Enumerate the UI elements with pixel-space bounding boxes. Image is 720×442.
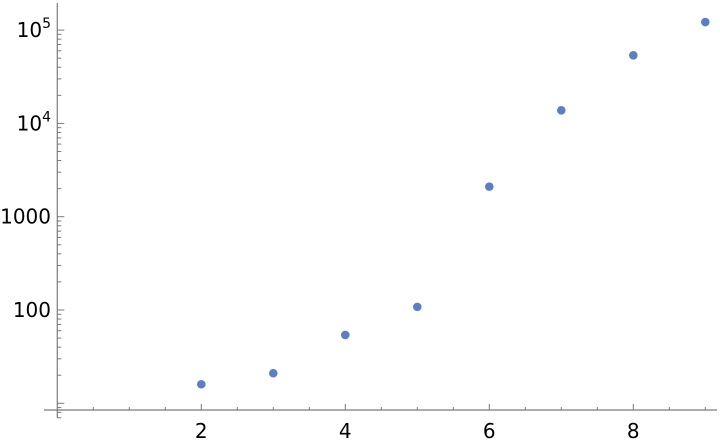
data-points xyxy=(197,17,710,389)
data-point xyxy=(485,182,494,191)
data-point xyxy=(341,330,350,340)
data-point xyxy=(557,106,566,115)
x-tick-label: 8 xyxy=(627,419,640,442)
y-tick-label: 1000 xyxy=(0,205,51,229)
data-point xyxy=(629,50,638,60)
axes xyxy=(44,3,717,418)
y-tick-label: 104 xyxy=(17,109,51,135)
data-point xyxy=(413,302,422,312)
y-tick-label: 105 xyxy=(17,16,51,42)
data-point xyxy=(269,368,278,378)
x-tick-label: 2 xyxy=(195,419,208,442)
y-tick-label: 100 xyxy=(13,298,51,322)
x-tick-label: 4 xyxy=(339,419,352,442)
data-point xyxy=(197,379,206,389)
y-axis-ticks: 100 1000 104 105 xyxy=(0,16,65,419)
x-tick-label: 6 xyxy=(483,419,496,442)
data-point xyxy=(701,17,710,27)
x-axis-ticks: 2 4 6 8 xyxy=(92,404,706,442)
